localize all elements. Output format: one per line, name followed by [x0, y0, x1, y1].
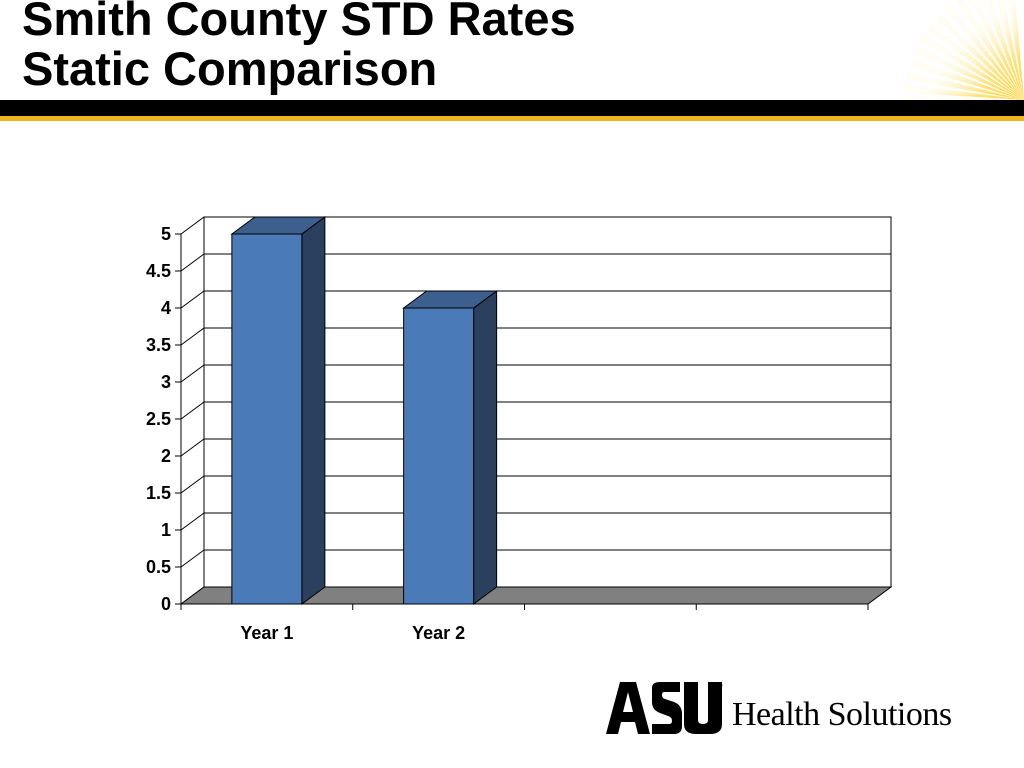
gridline-side: [180, 364, 205, 383]
sun-ray: [905, 70, 1024, 100]
slide-title: Smith County STD Rates Static Comparison: [22, 0, 576, 94]
y-tick-label: 3: [161, 372, 171, 392]
gridline-side: [180, 216, 205, 235]
slide-title-line-1: Smith County STD Rates: [22, 0, 576, 45]
y-tick-label: 4: [161, 298, 171, 318]
gridline-side: [180, 253, 205, 272]
gridline-side: [180, 549, 205, 568]
y-tick-label: 1.5: [146, 483, 171, 503]
slide-title-line-2: Static Comparison: [22, 42, 438, 95]
header-rule: [0, 100, 1024, 116]
x-tick-label: Year 2: [412, 623, 465, 643]
sun-ray: [935, 13, 1024, 100]
x-tick-label: Year 1: [240, 623, 293, 643]
svg-text:®: ®: [718, 683, 723, 690]
gridline-side: [180, 438, 205, 457]
sun-ray: [1007, 0, 1024, 100]
sun-ray: [904, 97, 1024, 100]
sun-ray: [926, 22, 1024, 100]
gridline-side: [180, 512, 205, 531]
sun-ray: [955, 0, 1024, 100]
asu-health-solutions-logo: ® Health Solutions: [606, 680, 986, 740]
gridline-side: [180, 475, 205, 494]
bar-side: [301, 216, 326, 605]
logo-text: Health Solutions: [732, 696, 952, 733]
y-tick-label: 2: [161, 446, 171, 466]
bar: [231, 233, 303, 605]
y-tick-label: 5: [161, 224, 171, 244]
y-tick-label: 3.5: [146, 335, 171, 355]
header-accent-rule: [0, 116, 1024, 121]
y-tick-label: 0.5: [146, 557, 171, 577]
sunburst-icon: [904, 0, 1024, 100]
sun-ray: [908, 57, 1024, 100]
sun-ray: [919, 33, 1024, 100]
bar-side: [473, 290, 498, 605]
y-tick-label: 0: [161, 594, 171, 614]
gridline-side: [180, 401, 205, 420]
y-tick-label: 2.5: [146, 409, 171, 429]
sun-ray: [904, 83, 1024, 100]
gridline-side: [180, 327, 205, 346]
y-tick-label: 1: [161, 520, 171, 540]
sun-ray: [913, 45, 1024, 100]
asu-logo-mark: ®: [606, 682, 723, 734]
sun-ray: [944, 4, 1024, 100]
bar: [403, 307, 475, 605]
y-tick-label: 4.5: [146, 261, 171, 281]
gridline-side: [180, 290, 205, 309]
